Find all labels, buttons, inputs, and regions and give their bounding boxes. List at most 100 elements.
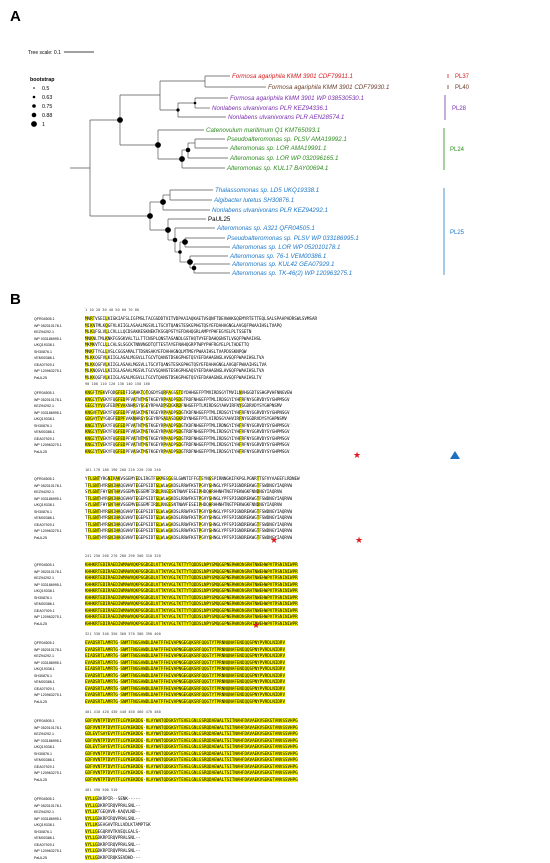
alignment-sequence-name: KEZ94292.1 — [34, 404, 54, 408]
alignment-sequence-name: GEA07929.1 — [34, 522, 55, 527]
alignment-row: TFLGNTHYRGNIHAQGVHVTEGEPSIDTGLWLWGKDSLRR… — [85, 528, 292, 533]
alignment-sequence-name: VEM00386.1 — [34, 836, 55, 840]
alignment-sequence-name: QFR04505.1 — [34, 391, 55, 395]
alignment-sequence-name: VEM00386.1 — [34, 758, 55, 762]
alignment-row: KHHKRTEDIRAEDIWMAWVQKPGGDGDLVTTKYVGLTKTT… — [85, 588, 298, 593]
tree-leaf-label: Algibacter lutetus SH30876.1 — [213, 197, 294, 204]
alignment-sequence-name: KEZ94292.1 — [34, 490, 54, 494]
bootstrap-node — [185, 147, 191, 153]
alignment-row: KNGIYTVEKYFQGFEDPFVATNTMSTKGEYRPAADPSDGT… — [85, 442, 290, 447]
alignment-row: EVADSRTLAMRTG-SNMTFNGSAWDLDAHTPFHIVAPNGE… — [85, 640, 285, 645]
tree-leaf-label: Alteromonas sp. LOR WP 052010178.1 — [231, 244, 340, 251]
alignment-row: KNGIYTVEKYFQGFEDPFVATNTMSTKGEYRPAADPSDGT… — [85, 435, 290, 441]
alignment-row: GDFVVNTPTDVYTFLGYKEKDDG-VLAYWNTQDGKSYTEV… — [85, 757, 298, 762]
alignment-sequence-name: WP 052010178.1 — [34, 647, 62, 652]
group-label: PL25 — [450, 230, 465, 236]
alignment-row: KHHKRTEDIRAEDIWMAWVQKPGGDGDLVTTKYVGLTKTT… — [85, 562, 298, 567]
tree-leaf-label: Pseudoalteromonas sp. PLSV WP 033186995.… — [227, 235, 359, 242]
alignment-sequence-name: PaUL25 — [34, 777, 47, 782]
alignment-sequence-name: GEA07929.1 — [34, 608, 55, 613]
alignment-sequence-name: WP 120963275.1 — [34, 693, 62, 697]
alignment-row: MLKQFGLVLLCVLLLQCDSAKKESKNEKTKSGQPSTYEFD… — [85, 329, 252, 334]
alignment-row: KNGVFTVEKYFQGFEDPFVASKTMSTKGEYRPAADPSDGT… — [85, 409, 290, 415]
alignment-sequence-name: KEZ94292.1 — [34, 330, 54, 334]
alignment-row: GDLEVTSAYEVYTFLGYKEKDDG-VLAYWNTQDGKSYTEV… — [85, 731, 298, 736]
tree-leaf-label: Alteromonas sp. KUL17 BAY00694.1 — [226, 165, 328, 172]
alignment-row: GDFVVNTPTDVYTFLGYKEKDDG-VLAYWNTQDGKSYTEV… — [85, 718, 298, 723]
alignment-sequence-name: WP 033186995.1 — [34, 336, 62, 341]
alignment-sequence-name: WP 120963275.1 — [34, 369, 62, 373]
alignment-sequence-name: GEA07929.1 — [34, 842, 55, 847]
alignment-sequence-name: KEZ94292.1 — [34, 732, 54, 736]
alignment-sequence-name: UKQ19338.1 — [34, 589, 55, 593]
alignment-row: KHHKRTEDIRAEDIWMAWVQKPGGDGDLVTTKYVGLTKTT… — [85, 607, 298, 613]
tree-leaf-label: PaUL25 — [208, 216, 231, 223]
alignment-row: EIADSRTLAMRTG-SNMTFNGSAWDLDAHTPFHIVAPNGE… — [85, 653, 285, 658]
alignment-row: VYLLGDKRPIRQKSEVDHD--- — [85, 854, 141, 860]
alignment-sequence-name: SH30876.1 — [34, 751, 52, 756]
alignment-row: TFLGNTHYRGNIHAQGVHVTEGEPSIDTGLWLWGKDSLRR… — [85, 508, 292, 514]
alignment-sequence-name: GEA07929.1 — [34, 362, 55, 367]
alignment-row: GDFVVNTPTDVYTFLGYKEKDDG-VLAYWNTQDGKSYTEV… — [85, 763, 298, 769]
alignment-row: TFLGNTHYRGNIHAQGVHVTEGEPSIDTGLWLWGKDSLRR… — [85, 495, 292, 501]
bootstrap-node — [187, 259, 193, 265]
alignment-row: EVADSRTLAMRTG-SNMTFNGSAWDLDAHTPFHIVAPNGE… — [85, 672, 285, 678]
alignment-sequence-name: WP 033186995.1 — [34, 816, 62, 821]
tree-leaf-label: Thalassomonas sp. LD5 UKQ19338.1 — [215, 187, 319, 194]
bootstrap-node — [117, 117, 123, 123]
alignment-row: TFLGNTHYRGNIHAQGVHVTEGEPSIDTGLWLWGKDSLRR… — [85, 534, 292, 540]
residue-triangle-icon — [450, 451, 460, 459]
group-label: PL28 — [452, 106, 467, 112]
alignment-row: SYLGNTFHYGNTHAVSGEMVEEGEMFIRDLRNGESNTNWV… — [85, 489, 282, 494]
alignment-sequence-name: KEZ94292.1 — [34, 810, 54, 814]
bootstrap-node — [160, 199, 166, 205]
bootstrap-legend-value: 0.75 — [42, 104, 52, 110]
tree-leaves: Formosa agariphila KMM 3901 CDF79911.1 Fo… — [206, 73, 389, 277]
tree-scale-label: Tree scale: 0.1 — [28, 50, 61, 56]
alignment-sequence-name: PaUL25 — [34, 855, 47, 860]
alignment-row: SYLGNTFHYGNTHAVSGEMVEEGEMFIRDLRNGESNTNWV… — [85, 502, 282, 507]
tree-leaf-label: Alteromonas sp. A321 QFR04505.1 — [216, 225, 315, 232]
alignment-sequence-name: VEM00386.1 — [34, 680, 55, 684]
alignment-sequence-name: KEZ94292.1 — [34, 654, 54, 658]
alignment-sequence-name: SH30876.1 — [34, 509, 52, 514]
alignment-sequence-name: SH30876.1 — [34, 595, 52, 600]
alignment-row: MNRTVSEILKIGKIAFSLIGFMSLTACGSDDTVITVDPAA… — [85, 316, 317, 321]
alignment-sequence-name: SH30876.1 — [34, 423, 52, 428]
alignment-sequence-name: UKQ19338.1 — [34, 417, 55, 421]
tree-group-brackets: PL37 PL40 PL28 PL24 PL25 — [443, 74, 470, 275]
tree-branches — [70, 75, 266, 274]
alignment-row: GDFVVNTPTDVYTFLGYKEKDDG-VLAYWNTQDGKSYTEV… — [85, 750, 298, 756]
alignment-sequence-name: PaUL25 — [34, 535, 47, 540]
tree-leaf-label: Alteromonas sp. 76-1 VEM00386.1 — [229, 253, 326, 260]
alignment-sequence-name: UKQ19338.1 — [34, 503, 55, 507]
alignment-row: VYLLGDKRPIRQVPRALSNL-- — [85, 835, 141, 840]
tree-leaf-label: Nonlabens ulvanivorans PLR KEZ94292.1 — [212, 207, 328, 214]
alignment-sequence-name: WP 033186995.1 — [34, 738, 62, 743]
alignment-sequence-name: SH30876.1 — [34, 673, 52, 678]
bootstrap-node — [155, 142, 161, 148]
alignment-sequence-name: PaUL25 — [34, 375, 47, 380]
alignment-ruler: 90 100 110 120 130 140 150 160 — [85, 382, 150, 386]
alignment-sequence-name: WP 052010178.1 — [34, 569, 62, 574]
alignment-row: MNKNLTMLKNKFGSGKVALTLLTTCNSPLQNSTASANDLG… — [85, 335, 262, 341]
alignment-sequence-name: WP 052010178.1 — [34, 323, 62, 328]
alignment-sequence-name: WP 052010178.1 — [34, 725, 62, 730]
alignment-sequence-name: QFR04505.1 — [34, 797, 55, 801]
alignment-row: KNGIYTVEKYFQGFEDPFVASKTMSTKGEYRPAADPSDGT… — [85, 429, 290, 434]
tree-leaf-label: Formosa agariphila KMM 3901 CDF79930.1 — [268, 84, 389, 91]
alignment-row: MLKKQGFVLKIIGLASALMGSVLLTGCVTQANSTDSKGPH… — [85, 355, 265, 360]
bootstrap-node — [147, 213, 153, 219]
alignment-row: EVADSRTLAMRTG-SNMTFNGSAWDLDAHTPFHIVAPNGE… — [85, 698, 285, 704]
alignment-sequence-name: SH30876.1 — [34, 349, 52, 354]
alignment-sequence-name: VEM00386.1 — [34, 602, 55, 606]
tree-leaf-label: Nonlabens ulvanivorans PLR AEN28574.1 — [228, 114, 344, 121]
panel-a-letter: A — [10, 8, 21, 25]
alignment-sequence-name: VEM00386.1 — [34, 516, 55, 520]
alignment-sequence-name: GEA07929.1 — [34, 686, 55, 691]
alignment-row: KHHKRTEDIRAEDIWMAWVQKPGGDGDLVTTKYVGLTKTT… — [85, 581, 298, 587]
alignment-sequence-name: PaUL25 — [34, 449, 47, 454]
alignment-sequence-name: WP 120963275.1 — [34, 443, 62, 447]
alignment-row: GEGIYYVQGFEDPFVAKNHRGYSGEYRPAADPSDGKRDFN… — [85, 403, 282, 408]
alignment-sequence-name: QFR04505.1 — [34, 563, 55, 567]
